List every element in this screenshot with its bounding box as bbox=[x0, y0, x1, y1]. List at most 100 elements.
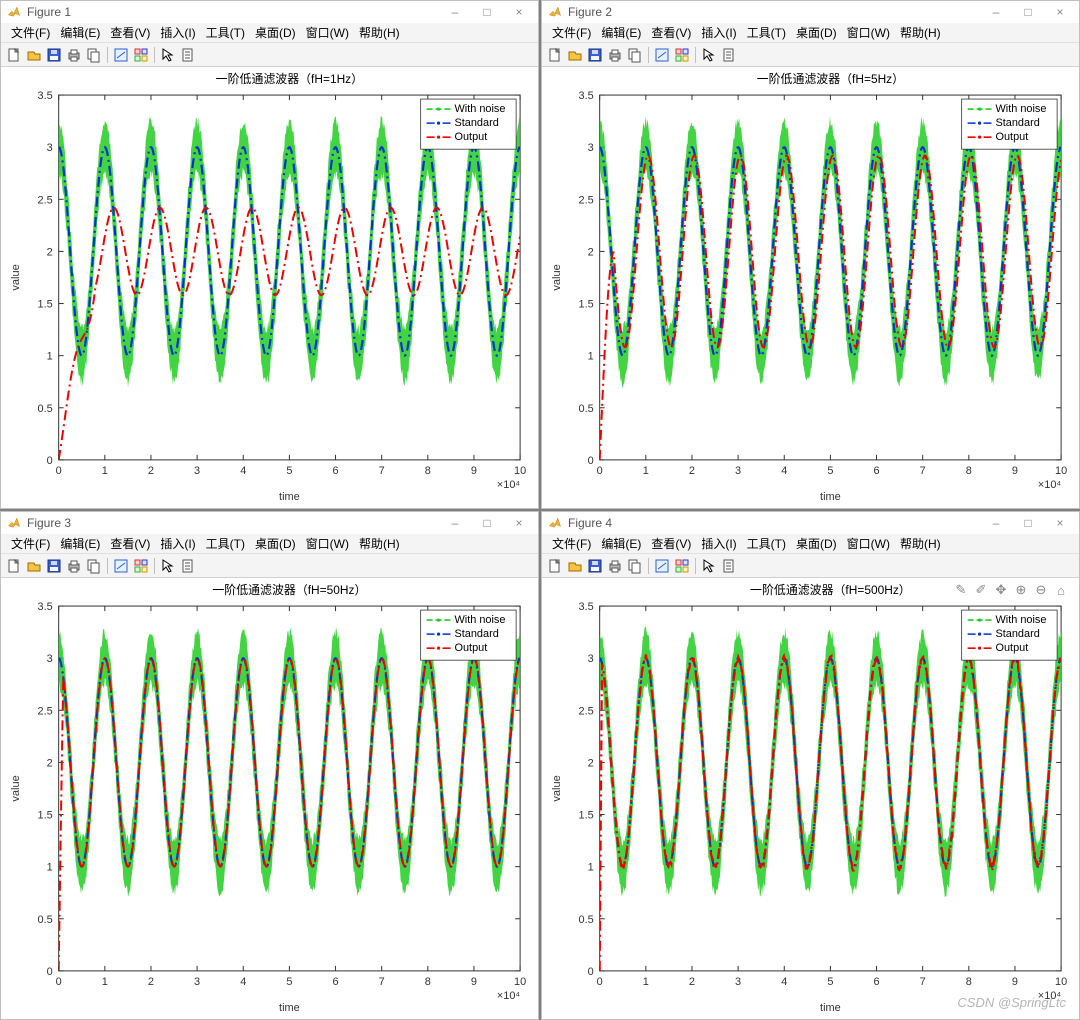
minimize-button[interactable]: – bbox=[983, 514, 1009, 532]
new-icon[interactable] bbox=[5, 46, 23, 64]
close-button[interactable]: × bbox=[1047, 514, 1073, 532]
ytick-label: 0.5 bbox=[38, 914, 53, 926]
menu-item[interactable]: 查看(V) bbox=[106, 534, 154, 553]
minimize-button[interactable]: – bbox=[442, 514, 468, 532]
datacursor-icon[interactable] bbox=[112, 557, 130, 575]
insert-icon[interactable] bbox=[179, 46, 197, 64]
menu-item[interactable]: 插入(I) bbox=[156, 534, 199, 553]
datacursor-icon[interactable] bbox=[112, 46, 130, 64]
maximize-button[interactable]: □ bbox=[474, 3, 500, 21]
insert-icon[interactable] bbox=[179, 557, 197, 575]
chart-title: 一阶低通滤波器（fH=5Hz） bbox=[757, 72, 904, 86]
menu-item[interactable]: 窗口(W) bbox=[302, 23, 353, 42]
brush-icon[interactable]: ✎ bbox=[953, 582, 969, 598]
menu-item[interactable]: 帮助(H) bbox=[896, 23, 945, 42]
titlebar: Figure 4–□× bbox=[542, 512, 1079, 534]
menu-item[interactable]: 文件(F) bbox=[7, 534, 54, 553]
new-icon[interactable] bbox=[5, 557, 23, 575]
menu-item[interactable]: 查看(V) bbox=[647, 534, 695, 553]
menu-item[interactable]: 窗口(W) bbox=[843, 23, 894, 42]
new-icon[interactable] bbox=[546, 46, 564, 64]
menu-item[interactable]: 插入(I) bbox=[697, 534, 740, 553]
xtick-label: 4 bbox=[240, 465, 246, 477]
menu-item[interactable]: 帮助(H) bbox=[355, 23, 404, 42]
menu-item[interactable]: 工具(T) bbox=[202, 23, 249, 42]
menu-item[interactable]: 查看(V) bbox=[647, 23, 695, 42]
menu-item[interactable]: 查看(V) bbox=[106, 23, 154, 42]
open-icon[interactable] bbox=[25, 557, 43, 575]
menu-item[interactable]: 桌面(D) bbox=[251, 23, 300, 42]
figure-tools: ✎✐✥⊕⊖⌂ bbox=[953, 582, 1069, 598]
pan-icon[interactable]: ✥ bbox=[993, 582, 1009, 598]
linkaxes-icon[interactable] bbox=[673, 557, 691, 575]
arrow-icon[interactable] bbox=[159, 46, 177, 64]
save-icon[interactable] bbox=[45, 557, 63, 575]
legend-label: Output bbox=[995, 131, 1028, 143]
datacursor-icon[interactable] bbox=[653, 557, 671, 575]
minimize-button[interactable]: – bbox=[983, 3, 1009, 21]
save-icon[interactable] bbox=[586, 46, 604, 64]
xtick-label: 5 bbox=[827, 976, 833, 988]
menu-item[interactable]: 编辑(E) bbox=[56, 23, 104, 42]
open-icon[interactable] bbox=[566, 557, 584, 575]
linkaxes-icon[interactable] bbox=[673, 46, 691, 64]
menu-item[interactable]: 窗口(W) bbox=[302, 534, 353, 553]
linkaxes-icon[interactable] bbox=[132, 46, 150, 64]
save-icon[interactable] bbox=[586, 557, 604, 575]
menu-item[interactable]: 文件(F) bbox=[7, 23, 54, 42]
close-button[interactable]: × bbox=[506, 3, 532, 21]
menu-item[interactable]: 编辑(E) bbox=[56, 534, 104, 553]
menu-item[interactable]: 文件(F) bbox=[548, 23, 595, 42]
copy-icon[interactable] bbox=[626, 557, 644, 575]
print-icon[interactable] bbox=[606, 46, 624, 64]
ytick-label: 1 bbox=[47, 351, 53, 363]
menu-item[interactable]: 编辑(E) bbox=[597, 23, 645, 42]
menu-item[interactable]: 桌面(D) bbox=[251, 534, 300, 553]
arrow-icon[interactable] bbox=[700, 46, 718, 64]
arrow-icon[interactable] bbox=[159, 557, 177, 575]
toolbar bbox=[542, 554, 1079, 578]
datacursor-icon[interactable] bbox=[653, 46, 671, 64]
insert-icon[interactable] bbox=[720, 557, 738, 575]
maximize-button[interactable]: □ bbox=[1015, 3, 1041, 21]
linkaxes-icon[interactable] bbox=[132, 557, 150, 575]
maximize-button[interactable]: □ bbox=[474, 514, 500, 532]
menu-item[interactable]: 文件(F) bbox=[548, 534, 595, 553]
menu-item[interactable]: 桌面(D) bbox=[792, 23, 841, 42]
open-icon[interactable] bbox=[25, 46, 43, 64]
ytick-label: 3 bbox=[47, 653, 53, 665]
maximize-button[interactable]: □ bbox=[1015, 514, 1041, 532]
new-icon[interactable] bbox=[546, 557, 564, 575]
edit-icon[interactable]: ✐ bbox=[973, 582, 989, 598]
save-icon[interactable] bbox=[45, 46, 63, 64]
copy-icon[interactable] bbox=[85, 46, 103, 64]
menu-item[interactable]: 帮助(H) bbox=[896, 534, 945, 553]
print-icon[interactable] bbox=[65, 557, 83, 575]
zoomin-icon[interactable]: ⊕ bbox=[1013, 582, 1029, 598]
plot-area: 一阶低通滤波器（fH=5Hz）01234567891000.511.522.53… bbox=[542, 67, 1079, 508]
legend: With noiseStandardOutput bbox=[421, 610, 516, 660]
home-icon[interactable]: ⌂ bbox=[1053, 582, 1069, 598]
print-icon[interactable] bbox=[65, 46, 83, 64]
menu-item[interactable]: 插入(I) bbox=[156, 23, 199, 42]
menu-item[interactable]: 插入(I) bbox=[697, 23, 740, 42]
copy-icon[interactable] bbox=[626, 46, 644, 64]
xtick-label: 3 bbox=[735, 465, 741, 477]
print-icon[interactable] bbox=[606, 557, 624, 575]
close-button[interactable]: × bbox=[1047, 3, 1073, 21]
menu-item[interactable]: 工具(T) bbox=[743, 23, 790, 42]
menu-item[interactable]: 桌面(D) bbox=[792, 534, 841, 553]
minimize-button[interactable]: – bbox=[442, 3, 468, 21]
menu-item[interactable]: 帮助(H) bbox=[355, 534, 404, 553]
xtick-label: 0 bbox=[56, 465, 62, 477]
open-icon[interactable] bbox=[566, 46, 584, 64]
zoomout-icon[interactable]: ⊖ bbox=[1033, 582, 1049, 598]
menu-item[interactable]: 编辑(E) bbox=[597, 534, 645, 553]
menu-item[interactable]: 工具(T) bbox=[202, 534, 249, 553]
menu-item[interactable]: 工具(T) bbox=[743, 534, 790, 553]
close-button[interactable]: × bbox=[506, 514, 532, 532]
menu-item[interactable]: 窗口(W) bbox=[843, 534, 894, 553]
insert-icon[interactable] bbox=[720, 46, 738, 64]
arrow-icon[interactable] bbox=[700, 557, 718, 575]
copy-icon[interactable] bbox=[85, 557, 103, 575]
